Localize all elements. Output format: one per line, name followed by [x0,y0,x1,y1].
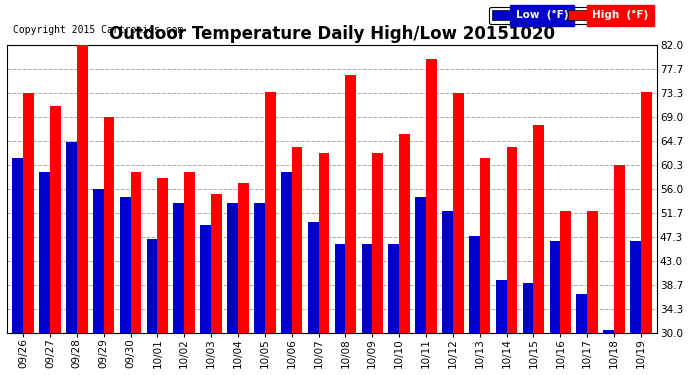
Bar [362,244,373,333]
Bar [523,283,533,333]
Bar [130,172,141,333]
Bar [12,158,23,333]
Bar [399,134,410,333]
Bar [373,153,383,333]
Bar [281,172,292,333]
Bar [480,158,491,333]
Bar [308,222,319,333]
Bar [426,59,437,333]
Bar [93,189,104,333]
Bar [506,147,518,333]
Bar [265,92,275,333]
Bar [200,225,211,333]
Bar [211,194,222,333]
Bar [587,211,598,333]
Bar [66,142,77,333]
Bar [147,238,157,333]
Bar [630,242,641,333]
Bar [442,211,453,333]
Title: Outdoor Temperature Daily High/Low 20151020: Outdoor Temperature Daily High/Low 20151… [109,26,555,44]
Text: Copyright 2015 Cartronics.com: Copyright 2015 Cartronics.com [13,25,184,35]
Bar [157,178,168,333]
Bar [549,242,560,333]
Bar [533,125,544,333]
Bar [104,117,115,333]
Bar [335,244,346,333]
Bar [23,93,34,333]
Bar [496,280,506,333]
Bar [254,202,265,333]
Bar [173,202,184,333]
Bar [77,45,88,333]
Bar [50,106,61,333]
Bar [388,244,399,333]
Bar [120,197,130,333]
Bar [469,236,480,333]
Bar [415,197,426,333]
Bar [39,172,50,333]
Bar [576,294,587,333]
Bar [603,330,614,333]
Bar [238,183,248,333]
Bar [227,202,238,333]
Bar [614,165,624,333]
Bar [346,75,356,333]
Bar [292,147,302,333]
Bar [641,92,651,333]
Bar [184,172,195,333]
Bar [453,93,464,333]
Legend: Low  (°F), High  (°F): Low (°F), High (°F) [489,7,652,24]
Bar [560,211,571,333]
Bar [319,153,329,333]
